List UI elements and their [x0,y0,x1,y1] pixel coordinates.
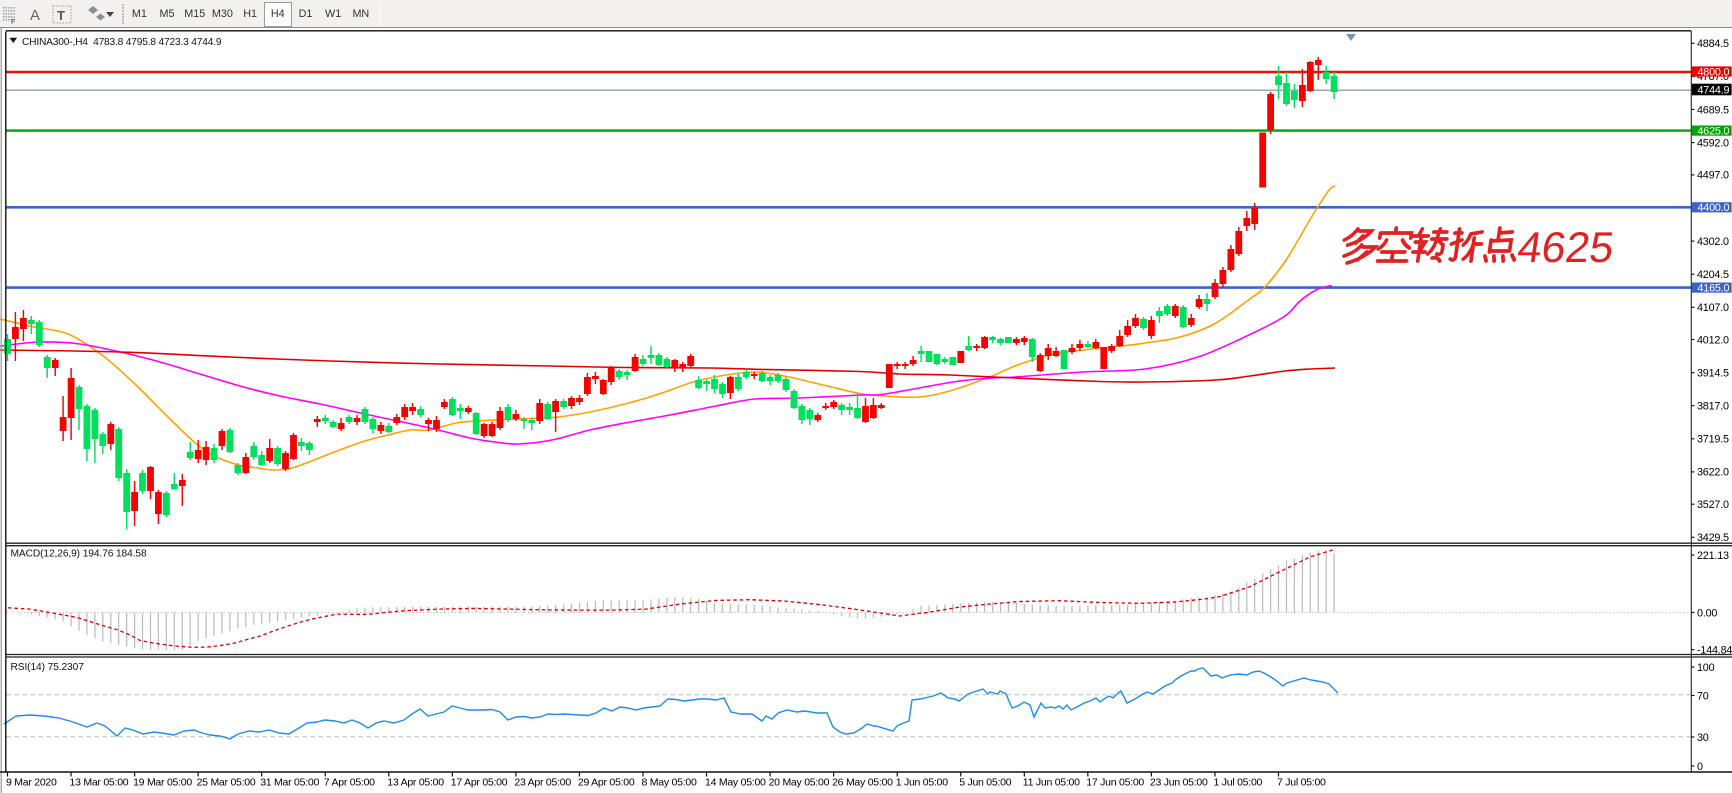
svg-text:3527.0: 3527.0 [1697,499,1729,511]
svg-text:1 Jul 05:00: 1 Jul 05:00 [1214,777,1263,789]
svg-text:5 Jun 05:00: 5 Jun 05:00 [959,777,1012,789]
svg-text:19 Mar 05:00: 19 Mar 05:00 [133,777,192,789]
svg-text:17 Apr 05:00: 17 Apr 05:00 [451,777,508,789]
svg-text:4689.5: 4689.5 [1697,104,1729,116]
svg-text:7 Apr 05:00: 7 Apr 05:00 [324,777,375,789]
svg-text:7 Jul 05:00: 7 Jul 05:00 [1277,777,1326,789]
svg-text:4107.0: 4107.0 [1697,302,1729,314]
svg-text:4625: 4625 [1515,224,1617,272]
svg-text:31 Mar 05:00: 31 Mar 05:00 [260,777,319,789]
svg-text:4625.0: 4625.0 [1698,125,1730,137]
svg-text:17 Jun 05:00: 17 Jun 05:00 [1086,777,1144,789]
svg-text:0: 0 [1697,761,1703,773]
svg-text:13 Mar 05:00: 13 Mar 05:00 [70,777,129,789]
svg-text:3719.5: 3719.5 [1697,434,1729,446]
svg-text:4302.0: 4302.0 [1697,236,1729,248]
svg-text:4400.0: 4400.0 [1698,202,1730,214]
svg-text:4204.5: 4204.5 [1697,269,1729,281]
svg-text:-144.84: -144.84 [1697,645,1732,657]
svg-text:0.00: 0.00 [1697,607,1717,619]
svg-text:4497.0: 4497.0 [1697,170,1729,182]
svg-text:8 May 05:00: 8 May 05:00 [642,777,697,789]
svg-text:70: 70 [1697,690,1709,702]
svg-text:F: F [11,19,15,26]
svg-text:RSI(14) 75.2307: RSI(14) 75.2307 [11,662,85,673]
svg-text:3429.5: 3429.5 [1697,532,1729,544]
svg-text:14 May 05:00: 14 May 05:00 [705,777,766,789]
svg-text:A: A [30,7,40,24]
svg-text:3622.0: 3622.0 [1697,467,1729,479]
svg-text:26 May 05:00: 26 May 05:00 [832,777,893,789]
svg-text:CHINA300-,H4 4783.8 4795.8 47: CHINA300-,H4 4783.8 4795.8 4723.3 4744.9 [22,37,222,48]
svg-text:23 Apr 05:00: 23 Apr 05:00 [514,777,571,789]
svg-text:4800.0: 4800.0 [1698,66,1730,78]
svg-text:4592.0: 4592.0 [1697,137,1729,149]
svg-text:13 Apr 05:00: 13 Apr 05:00 [387,777,444,789]
svg-text:4165.0: 4165.0 [1698,282,1730,294]
svg-text:4012.0: 4012.0 [1697,334,1729,346]
svg-text:T: T [57,8,65,23]
svg-text:100: 100 [1697,662,1715,674]
svg-text:9 Mar 2020: 9 Mar 2020 [6,777,57,789]
svg-text:25 Mar 05:00: 25 Mar 05:00 [197,777,256,789]
svg-text:30: 30 [1697,732,1709,744]
svg-text:4884.5: 4884.5 [1697,38,1729,50]
svg-text:1 Jun 05:00: 1 Jun 05:00 [896,777,949,789]
svg-text:221.13: 221.13 [1697,550,1729,562]
svg-text:MACD(12,26,9) 194.76 184.58: MACD(12,26,9) 194.76 184.58 [11,549,147,560]
svg-text:3914.5: 3914.5 [1697,367,1729,379]
svg-text:3817.0: 3817.0 [1697,401,1729,413]
svg-text:23 Jun 05:00: 23 Jun 05:00 [1150,777,1208,789]
svg-text:29 Apr 05:00: 29 Apr 05:00 [578,777,635,789]
svg-text:4744.9: 4744.9 [1698,84,1730,96]
svg-text:11 Jun 05:00: 11 Jun 05:00 [1023,777,1080,789]
svg-text:20 May 05:00: 20 May 05:00 [769,777,830,789]
